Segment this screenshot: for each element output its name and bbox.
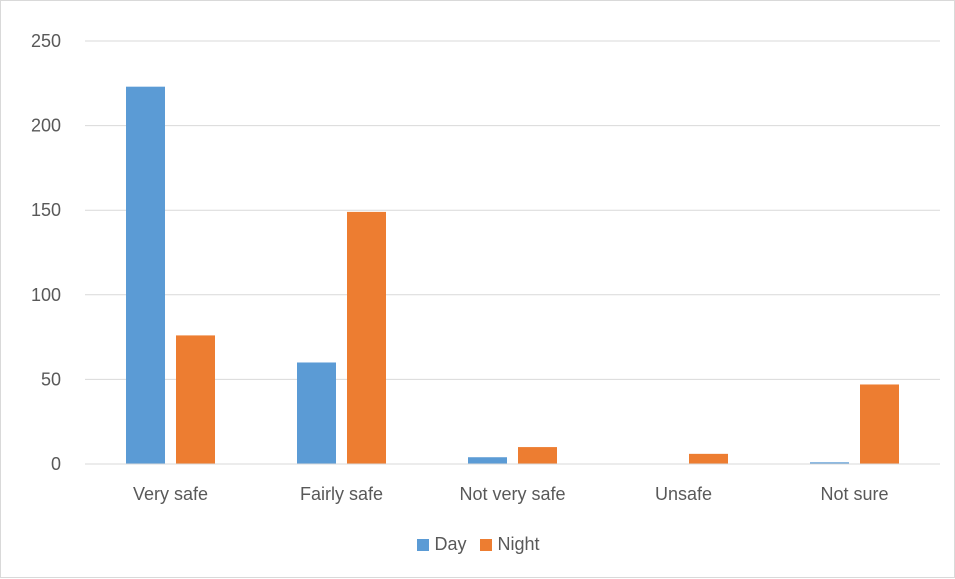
bar-day-not-very-safe [468,457,507,464]
y-tick-label: 0 [51,454,61,474]
y-tick-label: 200 [31,116,61,136]
legend: Day Night [1,534,955,555]
x-tick-label: Unsafe [655,484,712,504]
y-tick-label: 250 [31,31,61,51]
legend-item-day: Day [417,534,466,555]
legend-label-day: Day [434,534,467,554]
gridlines [85,40,940,380]
bar-day-very-safe [126,86,165,465]
x-tick-labels: Very safe Fairly safe Not very safe Unsafe N… [133,484,889,504]
legend-label-night: Night [497,534,540,554]
bar-night-fairly-safe [347,211,386,464]
x-tick-label: Not very safe [459,484,565,504]
y-tick-labels: 0 50 100 150 200 250 [31,31,61,474]
y-tick-label: 50 [41,369,61,389]
legend-item-night: Night [480,534,540,555]
legend-swatch-night [480,538,493,551]
bars [126,86,899,465]
bar-day-not-sure [810,462,849,464]
legend-swatch-day [417,538,430,551]
bar-night-very-safe [176,335,215,464]
bar-night-not-sure [860,384,899,464]
y-tick-label: 100 [31,285,61,305]
bar-night-not-very-safe [518,447,557,464]
x-tick-label: Fairly safe [300,484,383,504]
bar-night-unsafe [689,453,728,464]
bar-day-fairly-safe [297,362,336,464]
x-tick-label: Not sure [820,484,888,504]
y-tick-label: 150 [31,200,61,220]
x-tick-label: Very safe [133,484,208,504]
